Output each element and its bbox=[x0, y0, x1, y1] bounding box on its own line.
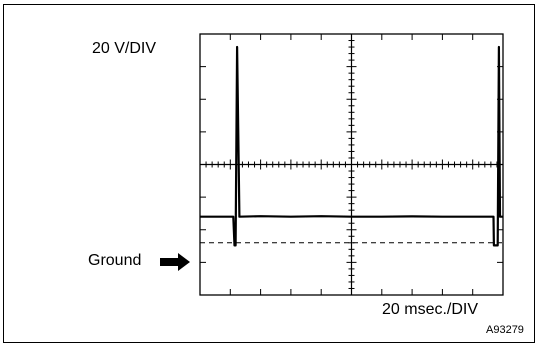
volts-per-division-label: 20 V/DIV bbox=[92, 40, 157, 57]
ground-label: Ground bbox=[88, 252, 142, 269]
time-per-division-label: 20 msec./DIV bbox=[382, 301, 479, 318]
figure-code: A93279 bbox=[486, 324, 524, 336]
right-arrow-icon bbox=[160, 253, 190, 271]
waveform-trace bbox=[200, 45, 503, 247]
graticule bbox=[200, 34, 503, 295]
figure-frame bbox=[3, 4, 535, 343]
